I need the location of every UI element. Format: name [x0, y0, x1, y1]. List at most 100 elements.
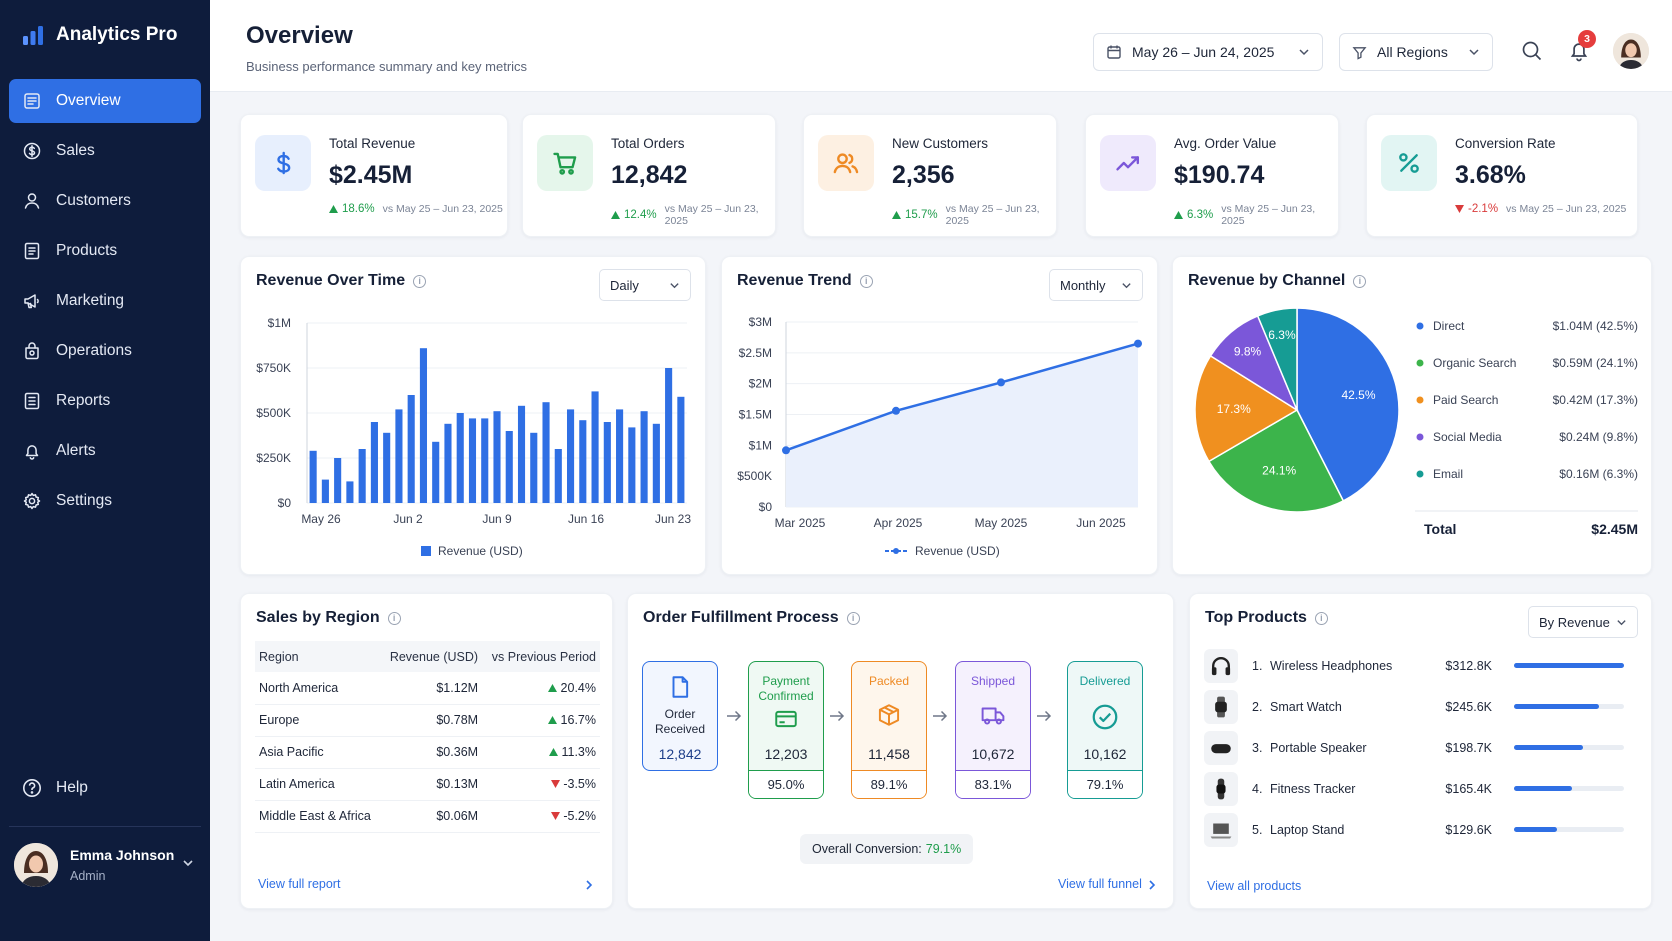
- bar[interactable]: [370, 422, 378, 503]
- table-row[interactable]: North America $1.12M 20.4%: [255, 672, 600, 705]
- view-full-report-link[interactable]: View full report: [258, 877, 341, 891]
- funnel-step-payment-confirmed[interactable]: Payment Confirmed 12,203 95.0%: [748, 661, 824, 799]
- region-change-value: -3.5%: [563, 777, 596, 791]
- table-row[interactable]: Asia Pacific $0.36M 11.3%: [255, 736, 600, 769]
- info-icon[interactable]: i: [387, 611, 401, 625]
- header-avatar[interactable]: [1613, 33, 1649, 69]
- bar[interactable]: [591, 391, 599, 503]
- list-item[interactable]: 4. Fitness Tracker $165.4K: [1204, 771, 1624, 807]
- total-value: $2.45M: [1591, 521, 1638, 537]
- kpi-card-total-revenue[interactable]: Total Revenue $2.45M 18.6% vs May 25 – Jun …: [240, 114, 508, 237]
- funnel-step-packed[interactable]: Packed 11,458 89.1%: [851, 661, 927, 799]
- column-header[interactable]: Revenue (USD): [380, 641, 483, 672]
- user-profile[interactable]: Emma Johnson Admin: [14, 843, 193, 887]
- list-item[interactable]: 5. Laptop Stand $129.6K: [1204, 812, 1624, 848]
- kpi-card-avg-order-value[interactable]: Avg. Order Value $190.74 6.3% vs May 25 – J…: [1085, 114, 1339, 237]
- info-icon[interactable]: i: [1314, 611, 1328, 625]
- bar[interactable]: [481, 418, 489, 503]
- bar[interactable]: [665, 368, 673, 503]
- funnel-step-shipped[interactable]: Shipped 10,672 83.1%: [955, 661, 1031, 799]
- kpi-card-total-orders[interactable]: Total Orders 12,842 12.4% vs May 25 – Jun 2…: [522, 114, 776, 237]
- column-header[interactable]: Region: [255, 641, 381, 672]
- bar[interactable]: [542, 402, 550, 503]
- granularity-dropdown[interactable]: Monthly: [1049, 269, 1143, 301]
- list-item[interactable]: 3. Portable Speaker $198.7K: [1204, 730, 1624, 766]
- bar[interactable]: [309, 450, 317, 503]
- bar[interactable]: [395, 409, 403, 503]
- bar[interactable]: [579, 420, 587, 503]
- bar[interactable]: [432, 441, 440, 503]
- search-icon[interactable]: [1519, 38, 1545, 64]
- line-point[interactable]: [782, 446, 790, 455]
- bar[interactable]: [334, 458, 342, 503]
- bar[interactable]: [554, 449, 562, 503]
- pie-slice[interactable]: [1194, 354, 1299, 463]
- table-row[interactable]: Middle East & Africa $0.06M -5.2%: [255, 800, 600, 833]
- sidebar-item-customers[interactable]: Customers: [9, 179, 201, 223]
- bar[interactable]: [566, 409, 575, 503]
- sidebar-item-products[interactable]: Products: [9, 229, 201, 273]
- funnel-step-order-received[interactable]: Order Received 12,842: [642, 661, 718, 771]
- help-link[interactable]: Help: [22, 778, 88, 798]
- pie-slice[interactable]: [1207, 408, 1345, 513]
- bar[interactable]: [505, 431, 513, 503]
- bar[interactable]: [444, 423, 452, 503]
- bar[interactable]: [628, 427, 636, 503]
- chevron-down-icon[interactable]: [182, 857, 194, 869]
- chevron-right-icon[interactable]: [584, 879, 594, 891]
- list-item[interactable]: 2. Smart Watch $245.6K: [1204, 689, 1624, 725]
- kpi-card-conversion-rate[interactable]: Conversion Rate 3.68% -2.1% vs May 25 – Jun…: [1366, 114, 1638, 237]
- bar[interactable]: [652, 423, 660, 503]
- bar[interactable]: [530, 432, 538, 503]
- bar[interactable]: [383, 432, 391, 503]
- line-point[interactable]: [1134, 339, 1142, 348]
- bar[interactable]: [603, 422, 611, 503]
- bar[interactable]: [456, 413, 464, 503]
- pie-slice[interactable]: [1256, 307, 1298, 411]
- arrow-down-icon: [550, 812, 560, 820]
- kpi-value: $190.74: [1174, 161, 1265, 189]
- bar[interactable]: [358, 449, 366, 503]
- product-revenue-bar-fill: [1514, 704, 1599, 709]
- kpi-card-new-customers[interactable]: New Customers 2,356 15.7% vs May 25 – Jun 2…: [803, 114, 1057, 237]
- sort-dropdown[interactable]: By Revenue: [1528, 606, 1638, 638]
- sidebar-item-operations[interactable]: Operations: [9, 329, 201, 373]
- bar[interactable]: [419, 348, 428, 503]
- bar[interactable]: [616, 409, 624, 503]
- bar[interactable]: [640, 411, 648, 503]
- view-full-funnel-link[interactable]: View full funnel: [1058, 877, 1142, 891]
- sidebar-item-overview[interactable]: Overview: [9, 79, 201, 123]
- sidebar-item-alerts[interactable]: Alerts: [9, 429, 201, 473]
- line-point[interactable]: [997, 378, 1005, 387]
- granularity-dropdown[interactable]: Daily: [599, 269, 691, 301]
- sidebar-item-marketing[interactable]: Marketing: [9, 279, 201, 323]
- percent-icon: [1399, 153, 1419, 173]
- column-header[interactable]: vs Previous Period: [482, 641, 600, 672]
- sidebar-item-settings[interactable]: Settings: [9, 479, 201, 523]
- info-icon[interactable]: i: [413, 274, 427, 288]
- bar[interactable]: [468, 418, 477, 503]
- pie-slice[interactable]: [1296, 307, 1400, 502]
- bar[interactable]: [321, 479, 329, 503]
- bar[interactable]: [407, 395, 415, 503]
- brand[interactable]: Analytics Pro: [22, 24, 177, 46]
- bar[interactable]: [493, 411, 501, 503]
- bar[interactable]: [517, 405, 526, 503]
- region-filter[interactable]: All Regions: [1339, 33, 1493, 71]
- overall-conversion-value: 79.1%: [925, 842, 962, 856]
- table-row[interactable]: Latin America $0.13M -3.5%: [255, 768, 600, 801]
- line-point[interactable]: [892, 406, 900, 415]
- sidebar-item-reports[interactable]: Reports: [9, 379, 201, 423]
- table-row[interactable]: Europe $0.78M 16.7%: [255, 704, 600, 737]
- sidebar-item-sales[interactable]: Sales: [9, 129, 201, 173]
- bar[interactable]: [346, 481, 354, 503]
- list-item[interactable]: 1. Wireless Headphones $312.8K: [1204, 648, 1624, 684]
- view-all-products-link[interactable]: View all products: [1207, 879, 1302, 893]
- info-icon[interactable]: i: [846, 611, 860, 625]
- info-icon[interactable]: i: [859, 274, 873, 288]
- info-icon[interactable]: i: [1353, 274, 1367, 288]
- date-range-picker[interactable]: May 26 – Jun 24, 2025: [1093, 33, 1323, 71]
- chevron-right-icon[interactable]: [1147, 879, 1157, 891]
- funnel-step-delivered[interactable]: Delivered 10,162 79.1%: [1067, 661, 1143, 799]
- bar[interactable]: [677, 396, 685, 503]
